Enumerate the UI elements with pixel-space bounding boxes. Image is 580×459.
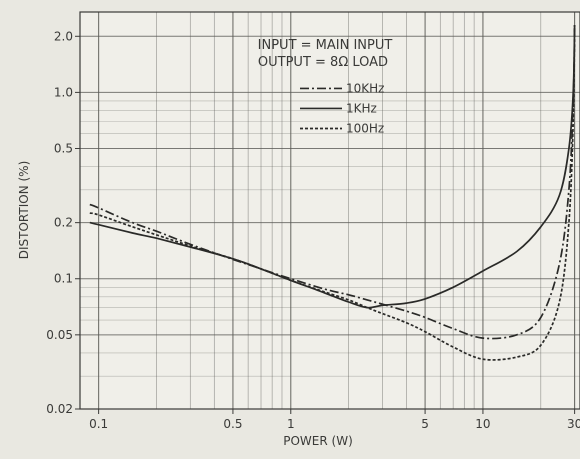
legend-label: 1KHz: [346, 101, 377, 115]
annotation-output: OUTPUT = 8Ω LOAD: [258, 55, 388, 70]
series-line-1khz: [89, 24, 576, 309]
series-line-10khz: [89, 24, 576, 340]
major-grid: [80, 12, 580, 409]
y-tick-label: 2.0: [54, 29, 73, 43]
y-tick-label: 0.2: [54, 216, 73, 230]
legend-label: 10KHz: [346, 81, 384, 95]
y-tick-label: 0.02: [46, 402, 73, 416]
y-tick-label: 1.0: [54, 85, 73, 99]
x-tick-label: 5: [421, 417, 429, 431]
y-axis-label: DISTORTION (%): [17, 161, 31, 260]
x-tick-label: 10: [475, 417, 490, 431]
x-tick-label: 0.1: [89, 417, 108, 431]
y-tick-label: 0.5: [54, 141, 73, 155]
x-axis-label: POWER (W): [283, 434, 353, 448]
plot-frame: [79, 11, 580, 410]
series-layer: [89, 24, 576, 361]
x-tick-labels: 0.1 0.5 1 5 10 30: [89, 409, 580, 431]
series-line-100hz: [89, 24, 576, 361]
legend-label: 100Hz: [346, 122, 384, 136]
y-tick-label: 0.1: [54, 272, 73, 286]
y-tick-labels: 0.02 0.05 0.1 0.2 0.5 1.0 2.0: [46, 29, 80, 416]
plot-area: [80, 12, 580, 409]
y-tick-label: 0.05: [46, 328, 73, 342]
minor-grid: [80, 12, 580, 409]
x-tick-label: 0.5: [223, 417, 242, 431]
legend: 10KHz 1KHz 100Hz: [300, 81, 384, 136]
x-tick-label: 30: [567, 417, 580, 431]
x-tick-label: 1: [287, 417, 295, 431]
annotation-input: INPUT = MAIN INPUT: [258, 38, 393, 53]
